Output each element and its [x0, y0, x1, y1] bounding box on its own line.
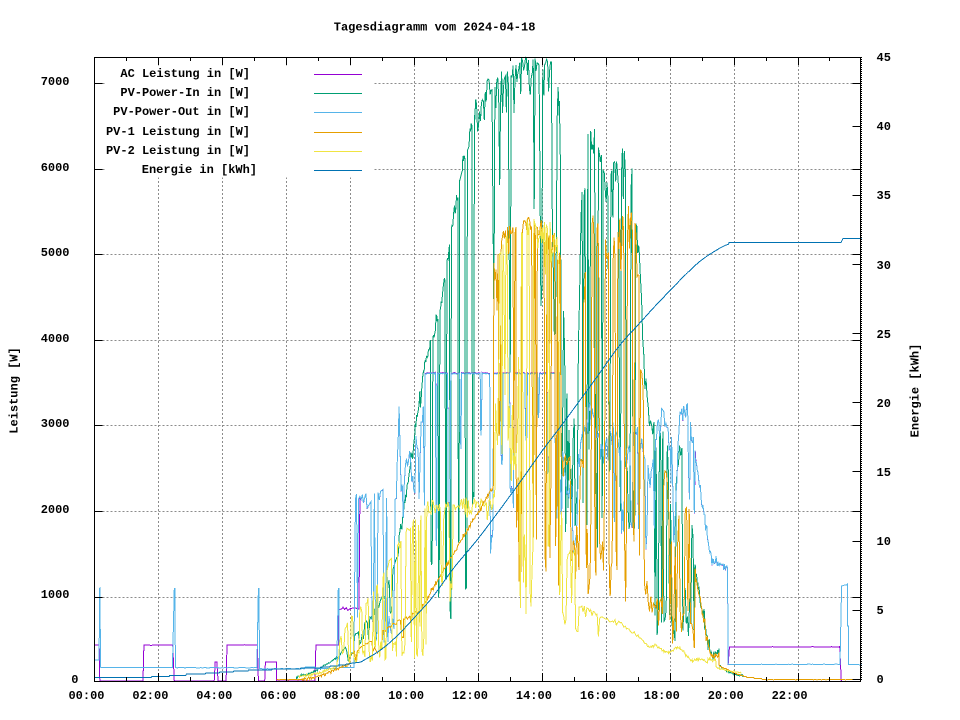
- svg-text:Energie [kWh]: Energie [kWh]: [909, 344, 923, 438]
- svg-text:20:00: 20:00: [708, 689, 744, 703]
- svg-text:4000: 4000: [41, 332, 70, 346]
- svg-text:22:00: 22:00: [772, 689, 808, 703]
- svg-text:04:00: 04:00: [196, 689, 232, 703]
- svg-text:Tagesdiagramm vom 2024-04-18: Tagesdiagramm vom 2024-04-18: [334, 21, 536, 35]
- svg-text:25: 25: [877, 328, 891, 342]
- svg-text:08:00: 08:00: [324, 689, 360, 703]
- svg-text:35: 35: [877, 189, 891, 203]
- svg-text:PV-1 Leistung in [W]: PV-1 Leistung in [W]: [106, 125, 250, 139]
- svg-text:06:00: 06:00: [260, 689, 296, 703]
- svg-text:12:00: 12:00: [452, 689, 488, 703]
- svg-text:Leistung [W]: Leistung [W]: [8, 347, 22, 433]
- svg-text:40: 40: [877, 120, 891, 134]
- svg-text:10:00: 10:00: [388, 689, 424, 703]
- svg-text:6000: 6000: [41, 161, 70, 175]
- svg-text:00:00: 00:00: [68, 689, 104, 703]
- svg-text:14:00: 14:00: [516, 689, 552, 703]
- svg-text:7000: 7000: [41, 75, 70, 89]
- svg-text:0: 0: [71, 673, 78, 687]
- svg-text:5000: 5000: [41, 246, 70, 260]
- svg-text:02:00: 02:00: [132, 689, 168, 703]
- svg-text:2000: 2000: [41, 503, 70, 517]
- svg-text:AC Leistung in [W]: AC Leistung in [W]: [120, 67, 250, 81]
- svg-text:30: 30: [877, 259, 891, 273]
- svg-text:PV-Power-In in [W]: PV-Power-In in [W]: [120, 86, 250, 100]
- svg-text:18:00: 18:00: [644, 689, 680, 703]
- svg-text:5: 5: [877, 604, 884, 618]
- svg-text:15: 15: [877, 466, 891, 480]
- svg-text:20: 20: [877, 397, 891, 411]
- svg-text:PV-Power-Out in [W]: PV-Power-Out in [W]: [113, 105, 250, 119]
- svg-text:16:00: 16:00: [580, 689, 616, 703]
- svg-text:0: 0: [877, 673, 884, 687]
- svg-text:PV-2 Leistung in [W]: PV-2 Leistung in [W]: [106, 144, 250, 158]
- svg-text:10: 10: [877, 535, 891, 549]
- svg-text:1000: 1000: [41, 588, 70, 602]
- svg-text:3000: 3000: [41, 417, 70, 431]
- svg-text:Energie in [kWh]: Energie in [kWh]: [142, 163, 257, 177]
- svg-text:45: 45: [877, 51, 891, 65]
